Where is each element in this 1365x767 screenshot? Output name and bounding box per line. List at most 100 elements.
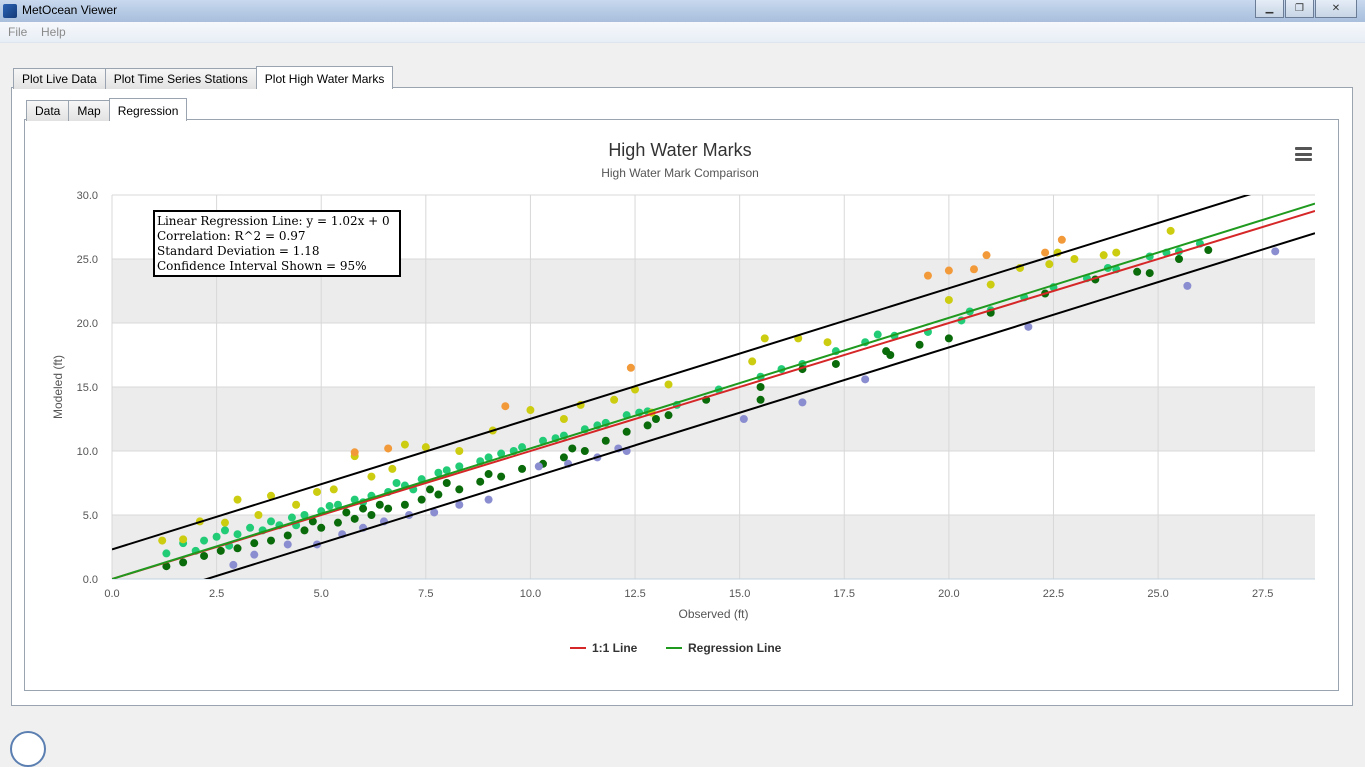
- data-point-lavender: [1024, 322, 1033, 331]
- tab-data[interactable]: Data: [26, 100, 70, 121]
- y-tick-label: 0.0: [83, 574, 98, 586]
- legend-swatch-green: [666, 647, 682, 649]
- data-point-dark-green: [1204, 246, 1213, 255]
- data-point-light-green: [392, 479, 401, 487]
- data-point-orange: [969, 265, 978, 274]
- main-tab-strip: Plot Live Data Plot Time Series Stations…: [13, 66, 394, 89]
- data-point-light-green: [162, 549, 171, 558]
- tab-plot-high-water-marks[interactable]: Plot High Water Marks: [255, 66, 394, 89]
- data-point-dark-green: [568, 444, 577, 453]
- x-tick-label: 17.5: [834, 588, 855, 600]
- menu-help[interactable]: Help: [41, 25, 66, 39]
- data-point-dark-green: [559, 453, 568, 462]
- data-point-dark-green: [417, 495, 426, 504]
- menu-file[interactable]: File: [8, 25, 28, 39]
- data-point-yellow: [233, 495, 242, 504]
- data-point-orange: [1057, 235, 1066, 244]
- data-point-lavender: [861, 375, 870, 384]
- data-point-dark-green: [484, 470, 493, 479]
- data-point-dark-green: [400, 500, 409, 509]
- legend-label: Regression Line: [688, 641, 782, 655]
- data-point-dark-green: [1133, 267, 1142, 276]
- data-point-light-green: [200, 536, 209, 545]
- data-point-dark-green: [622, 427, 631, 436]
- data-point-yellow: [367, 472, 376, 481]
- menu-bar: File Help: [0, 22, 1365, 43]
- data-point-dark-green: [1145, 269, 1154, 278]
- chart-context-menu-button[interactable]: [1295, 147, 1312, 161]
- data-point-orange: [982, 251, 991, 260]
- data-point-dark-green: [442, 479, 451, 487]
- data-point-orange: [944, 266, 953, 275]
- x-tick-label: 27.5: [1252, 588, 1273, 600]
- data-point-yellow: [1070, 255, 1079, 263]
- data-point-yellow: [664, 380, 673, 389]
- data-point-dark-green: [384, 504, 393, 513]
- stats-confidence-interval: Confidence Interval Shown = 95%: [157, 259, 367, 273]
- y-tick-label: 20.0: [77, 318, 98, 330]
- data-point-orange: [923, 271, 932, 280]
- app-logo-icon: [3, 4, 17, 18]
- data-point-dark-green: [250, 539, 259, 548]
- x-tick-label: 0.0: [104, 588, 119, 600]
- sub-tab-strip: Data Map Regression: [26, 98, 188, 121]
- data-point-yellow: [823, 338, 832, 347]
- data-point-orange: [501, 402, 510, 411]
- confidence-interval-line: [112, 195, 1252, 551]
- x-tick-label: 10.0: [520, 588, 541, 600]
- data-point-dark-green: [1175, 255, 1184, 263]
- data-point-dark-green: [283, 531, 292, 540]
- data-point-dark-green: [367, 511, 376, 519]
- data-point-light-green: [246, 523, 255, 532]
- data-point-light-green: [484, 453, 493, 462]
- data-point-light-green: [233, 530, 242, 539]
- stats-regression-line: Linear Regression Line: y = 1.02x + 0: [157, 214, 390, 228]
- confidence-interval-line: [203, 232, 1315, 579]
- minimize-button[interactable]: ▁: [1255, 0, 1284, 18]
- data-point-lavender: [430, 508, 439, 517]
- data-point-dark-green: [756, 395, 765, 404]
- y-axis-title: Modeled (ft): [51, 355, 65, 419]
- tab-plot-live-data[interactable]: Plot Live Data: [13, 68, 106, 89]
- data-point-yellow: [313, 487, 322, 496]
- data-point-dark-green: [664, 411, 673, 420]
- title-bar: MetOcean Viewer ▁ ❐ ✕: [0, 0, 1365, 22]
- regression-chart: 0.0 2.5 5.0 7.5 10.0 12.5 15.0 17.5 20.0 22.5 25.0…: [51, 140, 1315, 621]
- data-point-yellow: [1112, 248, 1121, 257]
- data-point-dark-green: [434, 490, 443, 499]
- data-point-yellow: [748, 357, 757, 366]
- data-point-lavender: [229, 560, 238, 569]
- x-tick-label: 2.5: [209, 588, 224, 600]
- data-point-dark-green: [342, 508, 351, 517]
- tab-plot-time-series-stations[interactable]: Plot Time Series Stations: [104, 68, 257, 89]
- data-point-light-green: [497, 449, 506, 458]
- maximize-button[interactable]: ❐: [1285, 0, 1314, 18]
- y-tick-label: 30.0: [77, 190, 98, 202]
- x-tick-label: 15.0: [729, 588, 750, 600]
- regression-line: [112, 202, 1315, 579]
- data-point-dark-green: [350, 514, 359, 523]
- y-tick-label: 25.0: [77, 254, 98, 266]
- data-point-dark-green: [601, 436, 610, 445]
- x-tick-label: 5.0: [314, 588, 329, 600]
- minimize-icon: ▁: [1265, 3, 1274, 14]
- data-point-light-green: [325, 502, 334, 511]
- close-button[interactable]: ✕: [1315, 0, 1357, 18]
- data-point-lavender: [534, 462, 543, 471]
- data-point-dark-green: [455, 485, 464, 494]
- data-point-lavender: [455, 500, 464, 509]
- taskbar-start-icon[interactable]: [10, 731, 46, 767]
- legend-item-regression-line[interactable]: Regression Line: [666, 641, 781, 655]
- stats-standard-deviation: Standard Deviation = 1.18: [157, 244, 320, 258]
- tab-map[interactable]: Map: [68, 100, 110, 121]
- legend-swatch-red: [570, 647, 586, 649]
- data-point-light-green: [300, 511, 309, 519]
- data-point-dark-green: [308, 517, 317, 526]
- tab-regression[interactable]: Regression: [108, 98, 188, 121]
- data-point-yellow: [388, 464, 397, 473]
- legend-item-1-1-line[interactable]: 1:1 Line: [570, 641, 637, 655]
- data-point-light-green: [518, 443, 527, 452]
- data-point-dark-green: [944, 334, 953, 343]
- data-point-yellow: [421, 443, 430, 452]
- chart-title: High Water Marks: [608, 140, 751, 160]
